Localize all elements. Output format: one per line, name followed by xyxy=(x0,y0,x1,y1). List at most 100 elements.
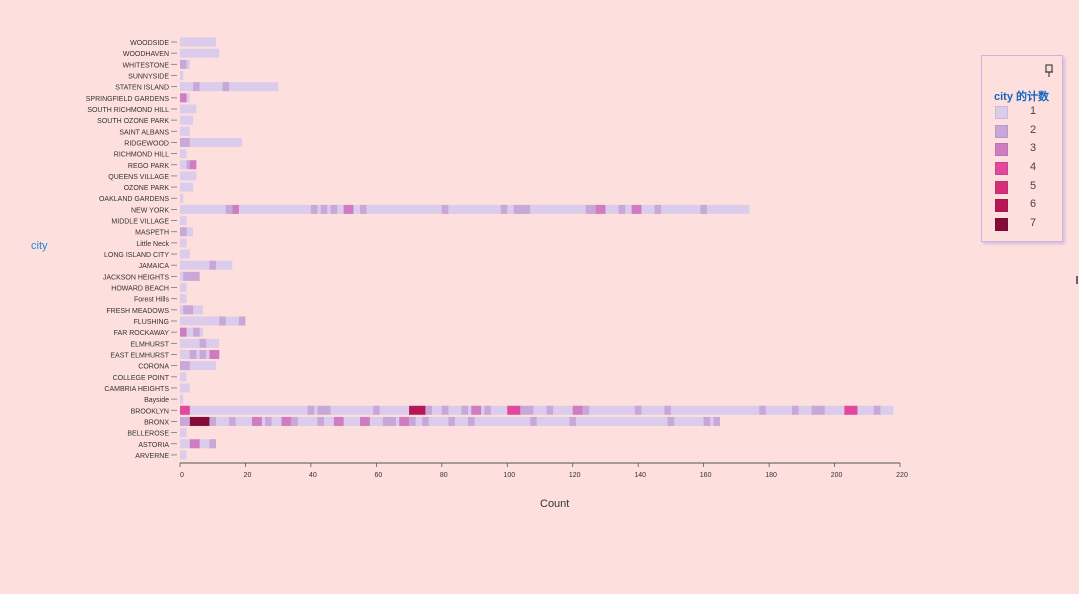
bar-segment[interactable] xyxy=(180,227,187,237)
bar-segment[interactable] xyxy=(209,349,220,359)
bar-segment[interactable] xyxy=(333,416,344,426)
bar-segment[interactable] xyxy=(507,405,521,415)
bar-segment[interactable] xyxy=(189,160,197,170)
bar-segment[interactable] xyxy=(183,305,194,315)
bar-segment[interactable] xyxy=(310,204,318,214)
bar-segment[interactable] xyxy=(199,338,207,348)
bar-segment[interactable] xyxy=(572,405,583,415)
bar-segment[interactable] xyxy=(700,204,707,214)
bar-segment[interactable] xyxy=(189,416,210,426)
bar[interactable] xyxy=(180,372,187,382)
bar[interactable] xyxy=(180,283,187,293)
bar-segment[interactable] xyxy=(759,405,766,415)
bar-segment[interactable] xyxy=(229,416,236,426)
bar[interactable] xyxy=(180,383,190,393)
bar[interactable] xyxy=(180,104,197,114)
bar[interactable] xyxy=(180,260,233,270)
bar-segment[interactable] xyxy=(317,405,324,415)
bar-segment[interactable] xyxy=(461,405,468,415)
bar-segment[interactable] xyxy=(654,204,662,214)
bar[interactable] xyxy=(180,137,243,147)
bar-segment[interactable] xyxy=(667,416,675,426)
bar[interactable] xyxy=(180,171,197,181)
bar[interactable] xyxy=(180,394,184,404)
bar-segment[interactable] xyxy=(238,316,246,326)
pin-icon[interactable] xyxy=(1044,64,1054,78)
bar-segment[interactable] xyxy=(792,405,799,415)
bar-segment[interactable] xyxy=(189,349,197,359)
bar-segment[interactable] xyxy=(209,439,216,449)
bar-segment[interactable] xyxy=(713,416,720,426)
bar-segment[interactable] xyxy=(209,260,216,270)
bar-segment[interactable] xyxy=(422,416,429,426)
bar-segment[interactable] xyxy=(569,416,576,426)
bar-segment[interactable] xyxy=(252,416,262,426)
bar[interactable] xyxy=(180,126,190,136)
bar-segment[interactable] xyxy=(180,137,190,147)
scroll-indicator[interactable] xyxy=(1076,276,1078,284)
bar-segment[interactable] xyxy=(448,416,455,426)
bar-segment[interactable] xyxy=(189,439,200,449)
bar-segment[interactable] xyxy=(585,204,596,214)
bar[interactable] xyxy=(180,405,894,415)
bar[interactable] xyxy=(180,238,187,248)
bar[interactable] xyxy=(180,294,187,304)
bar-segment[interactable] xyxy=(484,405,491,415)
bar-segment[interactable] xyxy=(265,416,272,426)
bar-segment[interactable] xyxy=(225,204,233,214)
bar-segment[interactable] xyxy=(222,82,230,92)
bar-segment[interactable] xyxy=(186,160,190,170)
bar-segment[interactable] xyxy=(281,416,292,426)
bar[interactable] xyxy=(180,193,184,203)
bar-segment[interactable] xyxy=(382,416,396,426)
bar-segment[interactable] xyxy=(291,416,298,426)
bar-segment[interactable] xyxy=(360,416,370,426)
bar-segment[interactable] xyxy=(634,405,642,415)
bar-segment[interactable] xyxy=(373,405,380,415)
bar-segment[interactable] xyxy=(441,204,449,214)
bar-segment[interactable] xyxy=(530,416,537,426)
bar-segment[interactable] xyxy=(180,59,187,69)
bar-segment[interactable] xyxy=(343,204,354,214)
bar-segment[interactable] xyxy=(219,316,226,326)
bar-segment[interactable] xyxy=(180,327,187,337)
bar-segment[interactable] xyxy=(330,204,338,214)
bar-segment[interactable] xyxy=(664,405,671,415)
bar-segment[interactable] xyxy=(180,416,190,426)
bar-segment[interactable] xyxy=(317,416,324,426)
bar[interactable] xyxy=(180,115,194,125)
bar-segment[interactable] xyxy=(425,405,432,415)
bar-segment[interactable] xyxy=(180,405,190,415)
bar[interactable] xyxy=(180,428,187,438)
bar-segment[interactable] xyxy=(409,416,416,426)
bar-segment[interactable] xyxy=(180,93,187,103)
bar-segment[interactable] xyxy=(873,405,881,415)
bar-segment[interactable] xyxy=(193,82,200,92)
bar-segment[interactable] xyxy=(209,416,216,426)
bar-segment[interactable] xyxy=(471,405,482,415)
bar[interactable] xyxy=(180,70,184,80)
bar-segment[interactable] xyxy=(441,405,449,415)
bar[interactable] xyxy=(180,361,216,371)
bar-segment[interactable] xyxy=(595,204,606,214)
bar[interactable] xyxy=(180,450,187,460)
bar-segment[interactable] xyxy=(324,405,331,415)
bar-segment[interactable] xyxy=(500,204,508,214)
bar-segment[interactable] xyxy=(520,405,534,415)
bar-segment[interactable] xyxy=(513,204,531,214)
bar-segment[interactable] xyxy=(232,204,239,214)
bar-segment[interactable] xyxy=(618,204,626,214)
bar[interactable] xyxy=(180,204,750,214)
bar[interactable] xyxy=(180,327,203,337)
bar-segment[interactable] xyxy=(180,361,190,371)
bar[interactable] xyxy=(180,249,190,259)
bar[interactable] xyxy=(180,216,187,226)
bar-segment[interactable] xyxy=(193,327,200,337)
bar[interactable] xyxy=(180,182,194,192)
bar-segment[interactable] xyxy=(844,405,858,415)
bar[interactable] xyxy=(180,37,216,47)
bar-segment[interactable] xyxy=(409,405,426,415)
bar-segment[interactable] xyxy=(703,416,711,426)
bar-segment[interactable] xyxy=(199,349,207,359)
bar-segment[interactable] xyxy=(183,271,200,281)
